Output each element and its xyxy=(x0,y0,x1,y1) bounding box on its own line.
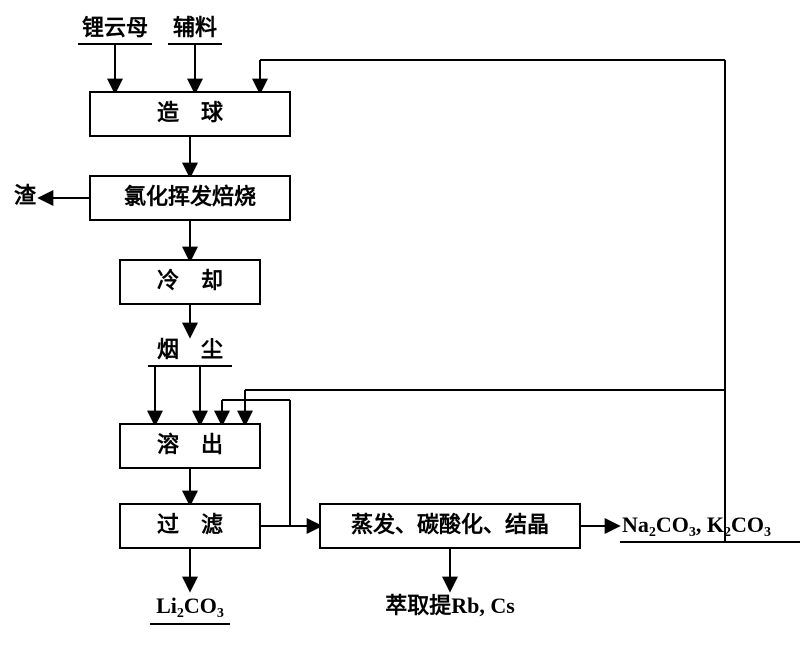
output-rbcs: 萃取提Rb, Cs xyxy=(385,593,515,618)
node-zaoqiu-label: 造 球 xyxy=(157,100,224,125)
output-li2co3: Li2CO3 xyxy=(150,593,230,624)
input-liyunmu-label: 锂云母 xyxy=(82,15,148,40)
node-evap-label: 蒸发、碳酸化、结晶 xyxy=(351,512,549,537)
node-leach: 溶 出 xyxy=(120,424,260,468)
node-evap: 蒸发、碳酸化、结晶 xyxy=(320,504,580,548)
output-nak-text: Na2CO3, K2CO3 xyxy=(622,512,771,540)
node-zaoqiu: 造 球 xyxy=(90,92,290,136)
input-fuliao: 辅料 xyxy=(168,15,222,44)
node-filter: 过 滤 xyxy=(120,504,260,548)
node-roast-label: 氯化挥发焙烧 xyxy=(124,184,256,209)
output-na2co3-k2co3: Na2CO3, K2CO3 xyxy=(620,512,800,542)
label-yanchen: 烟 尘 xyxy=(148,337,232,366)
input-liyunmu: 锂云母 xyxy=(78,15,152,44)
output-li2co3-text: Li2CO3 xyxy=(156,593,224,621)
node-cool: 冷 却 xyxy=(120,260,260,304)
node-filter-label: 过 滤 xyxy=(157,512,223,537)
label-yanchen-text: 烟 尘 xyxy=(157,337,223,362)
input-fuliao-label: 辅料 xyxy=(173,15,217,40)
node-cool-label: 冷 却 xyxy=(157,268,223,293)
node-roast: 氯化挥发焙烧 xyxy=(90,176,290,220)
output-zha: 渣 xyxy=(14,183,37,208)
node-leach-label: 溶 出 xyxy=(157,432,223,457)
